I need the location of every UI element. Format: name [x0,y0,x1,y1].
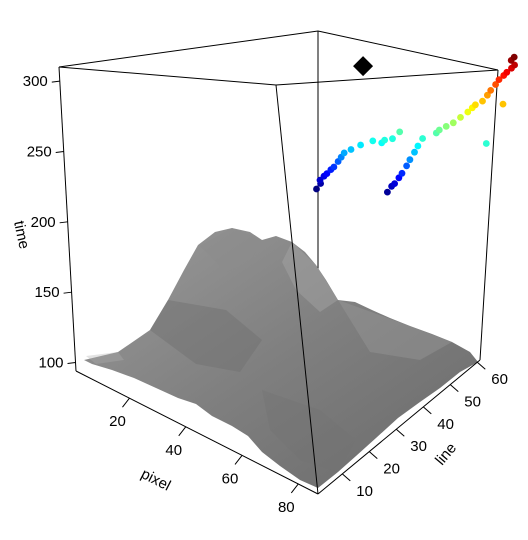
scatter-point [391,180,398,187]
scatter-point [411,149,418,156]
z-axis-label: time [10,219,33,250]
scatter-point [396,129,403,136]
scatter-point [384,189,391,196]
z-tick-mark [56,151,64,152]
scatter-point [479,98,486,105]
scatter-point [436,127,443,134]
scatter-point [457,114,464,121]
z-axis-time: 100 150 200 250 300 [23,73,76,371]
scatter-point [450,119,457,126]
z-tick-mark [68,363,76,364]
y-tick-mark [369,452,377,459]
y-tick-label: 60 [491,371,508,388]
y-tick-label: 40 [437,416,454,433]
scatter-point [415,143,422,150]
z-tick-label: 300 [23,73,48,90]
z-tick-label: 100 [38,355,63,372]
x-tick-label: 60 [222,470,239,487]
y-tick-mark [342,474,350,481]
z-tick-label: 150 [35,284,60,301]
scatter-point [419,135,426,142]
scatter-point [313,186,320,193]
x-tick-mark [291,484,298,493]
scatter-point [443,123,450,130]
y-tick-mark [477,362,485,369]
y-tick-label: 50 [464,394,481,411]
scatter-point [357,142,364,149]
scatter-point [500,101,507,108]
x-tick-label: 20 [109,413,126,430]
y-tick-mark [450,385,458,392]
z-tick-mark [64,292,72,293]
y-tick-mark [396,429,404,436]
diamond-marker [353,56,373,76]
scatter-point [483,140,490,147]
scatter-point [511,54,518,61]
x-axis-label: pixel [138,465,173,494]
y-tick-label: 10 [356,483,373,500]
x-tick-mark [122,398,129,407]
diamond-marker-shape [353,56,373,76]
scatter-point [407,156,414,163]
scatter-point [487,87,494,94]
scatter-point [369,138,376,145]
scatter-point [403,163,410,170]
scatter-point [341,150,348,157]
scatter-point [331,164,338,171]
y-axis-label: line [432,440,460,469]
z-tick-mark [52,81,60,82]
z-tick-mark [60,222,68,223]
scatter-point [381,137,388,144]
y-tick-label: 30 [410,438,427,455]
scatter-point [348,146,355,153]
x-tick-mark [235,455,242,464]
x-tick-label: 80 [278,499,295,516]
scatter-point [399,170,406,177]
x-tick-mark [179,427,186,436]
x-tick-label: 40 [165,442,182,459]
z-tick-label: 250 [27,143,52,160]
z-tick-label: 200 [31,214,56,231]
scatter-point [389,135,396,142]
scatter-points [313,54,518,196]
y-tick-mark [423,407,431,414]
y-tick-label: 20 [383,461,400,478]
scatter-point [472,101,479,108]
